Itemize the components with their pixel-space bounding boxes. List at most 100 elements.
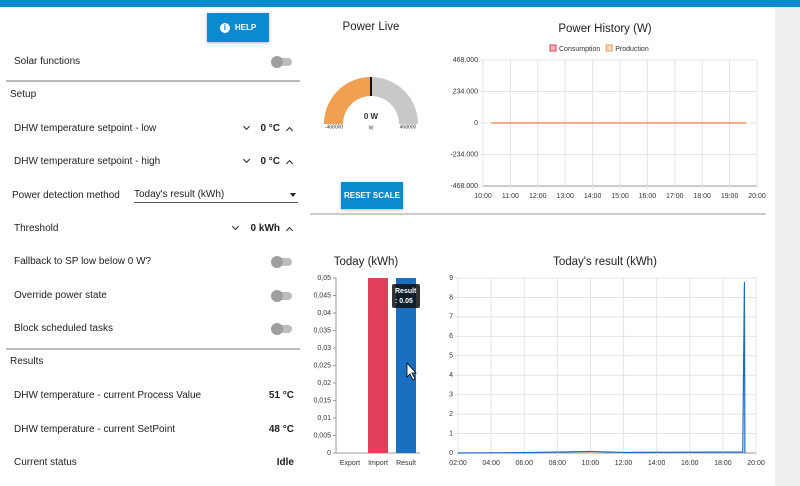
x-tick-label: 18:00: [714, 460, 732, 467]
x-tick-label: 13:00: [556, 193, 574, 200]
value: 51 °C: [268, 390, 294, 401]
label: DHW temperature setpoint - low: [14, 123, 157, 134]
reset-scale-button[interactable]: RESET SCALE: [341, 182, 403, 209]
x-tick-label: 20:00: [747, 460, 765, 467]
line: [457, 281, 746, 454]
scroll-area: [775, 7, 800, 486]
legend-label: Production: [615, 46, 649, 53]
x-tick-label: 19:00: [721, 193, 739, 200]
y-tick-label: 3: [449, 392, 453, 399]
x-tick-label: 16:00: [681, 460, 699, 467]
x-tick-label: 20:00: [748, 193, 766, 200]
toggle[interactable]: [271, 323, 292, 335]
divider: [6, 80, 300, 82]
gauge-min: -468000: [325, 124, 344, 130]
y-tick-label: 0,04: [317, 310, 331, 317]
value: 48 °C: [268, 424, 294, 435]
gauge-value: 0 W: [364, 112, 379, 121]
y-tick-label: 234.000: [453, 88, 478, 95]
tooltip: [392, 284, 420, 308]
y-tick-label: 0: [474, 120, 478, 127]
x-tick-label: 14:00: [584, 193, 602, 200]
y-tick-label: 5: [449, 353, 453, 360]
label: Current status: [14, 457, 77, 468]
value: 0 kWh: [250, 223, 280, 234]
x-tick-label: Import: [368, 460, 388, 467]
chart-title: Power Live: [343, 21, 400, 33]
x-tick-label: 11:00: [502, 193, 519, 200]
gauge-fill: [324, 77, 371, 124]
y-tick-label: 0,045: [313, 292, 331, 299]
y-tick-label: 0: [327, 450, 331, 457]
x-tick-label: 12:00: [615, 460, 633, 467]
bar: [368, 278, 388, 453]
y-tick-label: -234.000: [450, 151, 478, 158]
divider: [310, 213, 766, 215]
cursor: [406, 361, 417, 381]
y-tick-label: 0,005: [313, 432, 331, 439]
label: DHW temperature setpoint - high: [14, 156, 161, 167]
legend-swatch: [549, 44, 557, 52]
y-tick-label: 0,015: [313, 397, 331, 404]
y-tick-label: 6: [449, 333, 453, 340]
x-tick-label: 18:00: [693, 193, 711, 200]
x-tick-label: 06:00: [515, 460, 533, 467]
y-tick-label: 0,025: [313, 362, 331, 369]
label: Threshold: [14, 223, 59, 234]
y-tick-label: 0,01: [317, 415, 331, 422]
help-label: HELP: [234, 23, 257, 32]
info-icon: i: [219, 22, 230, 33]
y-tick-label: 0,05: [317, 275, 331, 282]
top-bar: [0, 0, 800, 7]
value: 0 °C: [260, 156, 280, 167]
toggle[interactable]: [271, 56, 292, 68]
caret: [290, 193, 296, 197]
y-tick-label: 1: [449, 430, 453, 437]
x-tick-label: 15:00: [611, 193, 629, 200]
section-title: Setup: [10, 89, 37, 100]
y-tick-label: 0,035: [313, 327, 331, 334]
x-tick-label: Result: [396, 460, 416, 467]
x-tick-label: 04:00: [482, 460, 500, 467]
x-tick-label: 14:00: [648, 460, 666, 467]
label: Override power state: [14, 290, 107, 301]
x-tick-label: 10:00: [474, 193, 492, 200]
tooltip-text: : 0.05: [395, 298, 413, 305]
legend-label: Consumption: [559, 46, 600, 53]
chart-title: Today (kWh): [334, 256, 399, 268]
value: Idle: [276, 457, 294, 468]
label: Fallback to SP low below 0 W?: [14, 256, 152, 267]
x-tick-label: Export: [340, 460, 360, 467]
y-tick-label: 0,02: [317, 380, 331, 387]
toggle[interactable]: [271, 256, 292, 268]
value: 0 °C: [260, 123, 280, 134]
help-button[interactable]: i HELP: [207, 13, 269, 42]
chart-title: Power History (W): [558, 23, 651, 35]
y-tick-label: 0: [449, 450, 453, 457]
label: DHW temperature - current SetPoint: [14, 424, 176, 435]
divider: [6, 348, 300, 350]
x-tick-label: 10:00: [582, 460, 600, 467]
x-tick-label: 02:00: [449, 460, 467, 467]
x-tick-label: 16:00: [639, 193, 657, 200]
gauge-unit: W: [369, 125, 374, 131]
label: Solar functions: [14, 56, 81, 67]
select-value: Today's result (kWh): [134, 189, 225, 200]
label: Block scheduled tasks: [14, 323, 113, 334]
y-tick-label: 7: [449, 314, 453, 321]
legend-swatch: [605, 44, 613, 52]
y-tick-label: 0,03: [317, 345, 331, 352]
bar: [396, 278, 416, 453]
label: DHW temperature - current Process Value: [14, 390, 202, 401]
y-tick-label: -468.000: [450, 183, 478, 190]
tooltip-title: Result: [395, 288, 417, 295]
gauge-max: 468000: [400, 124, 417, 130]
toggle[interactable]: [271, 290, 292, 302]
y-tick-label: 4: [449, 372, 453, 379]
x-tick-label: 12:00: [529, 193, 547, 200]
select[interactable]: Today's result (kWh): [134, 189, 298, 203]
chart-title: Today's result (kWh): [553, 256, 657, 268]
y-tick-label: 2: [449, 411, 453, 418]
